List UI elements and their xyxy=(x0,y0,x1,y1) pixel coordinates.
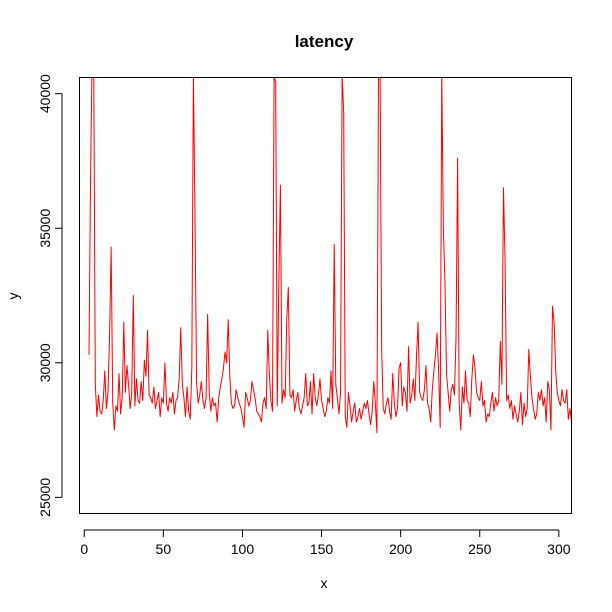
y-axis-label: y xyxy=(5,293,21,300)
x-axis: 0 50 100 150 200 250 300 xyxy=(80,529,571,557)
series-layer xyxy=(88,77,572,434)
x-tick-label: 50 xyxy=(156,541,172,557)
y-tick-label: 40000 xyxy=(37,74,53,113)
y-tick-label: 35000 xyxy=(37,209,53,248)
x-tick-label: 0 xyxy=(80,541,88,557)
x-tick-label: 100 xyxy=(231,541,255,557)
y-axis: 25000 30000 35000 40000 xyxy=(37,74,63,517)
y-tick-label: 25000 xyxy=(37,478,53,517)
chart-title: latency xyxy=(295,32,354,51)
x-tick-label: 200 xyxy=(389,541,413,557)
x-tick-label: 150 xyxy=(310,541,334,557)
plot-box xyxy=(79,77,572,514)
x-axis-label: x xyxy=(321,575,328,591)
y-tick-label: 30000 xyxy=(37,343,53,382)
x-tick-label: 300 xyxy=(547,541,571,557)
x-tick-label: 250 xyxy=(468,541,492,557)
series-line-0 xyxy=(88,77,572,434)
